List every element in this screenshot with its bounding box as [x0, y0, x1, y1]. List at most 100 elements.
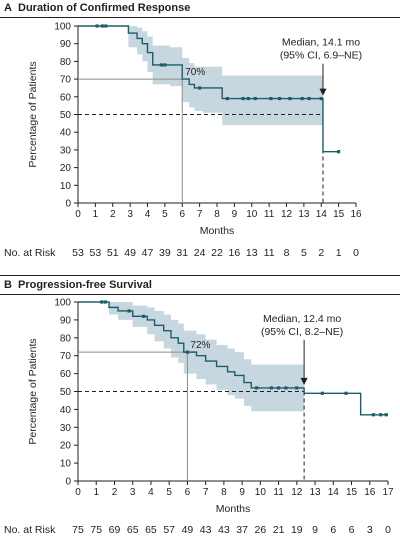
at-risk-value: 5: [301, 247, 307, 259]
median-arrow-head: [319, 88, 327, 96]
at-risk-value: 8: [284, 247, 290, 259]
y-axis-label: Percentage of Patients: [27, 338, 39, 444]
x-tick-label: 10: [246, 209, 258, 220]
at-risk-label: No. at Risk: [4, 247, 56, 259]
x-tick-label: 11: [264, 209, 275, 220]
y-tick-label: 20: [60, 163, 72, 174]
x-tick-label: 2: [112, 487, 118, 498]
panel-a-title: Duration of Confirmed Response: [18, 2, 191, 14]
censor-mark: [379, 413, 383, 417]
y-tick-label: 50: [60, 387, 72, 398]
x-tick-label: 7: [203, 487, 209, 498]
x-tick-label: 4: [145, 209, 151, 220]
censor-mark: [185, 350, 190, 354]
censor-mark: [371, 413, 376, 417]
x-tick-label: 15: [346, 487, 358, 498]
km-curve: [78, 301, 388, 416]
at-risk-value: 6: [349, 524, 355, 536]
landmark-label: 72%: [190, 340, 210, 351]
y-tick-label: 40: [60, 128, 72, 139]
y-tick-label: 100: [54, 22, 71, 33]
median-arrow-head: [300, 377, 308, 385]
censor-mark: [319, 96, 323, 101]
censor-mark: [100, 300, 104, 304]
censor-mark: [127, 309, 131, 313]
panel-b-title: Progression-free Survival: [18, 279, 152, 291]
at-risk-value: 2: [318, 247, 324, 259]
panel-a-letter: A: [4, 2, 12, 14]
at-risk-value: 49: [124, 247, 136, 259]
censor-mark: [277, 96, 282, 101]
censor-mark: [198, 86, 202, 90]
censor-mark: [163, 63, 167, 67]
y-tick-label: 60: [60, 92, 72, 103]
at-risk-value: 65: [127, 524, 139, 536]
censor-mark: [95, 24, 99, 28]
at-risk-value: 65: [145, 524, 157, 536]
x-axis-label: Months: [216, 503, 250, 515]
at-risk-value: 0: [385, 524, 391, 536]
at-risk-value: 47: [142, 247, 154, 259]
censor-mark: [276, 386, 281, 390]
at-risk-value: 13: [246, 247, 258, 259]
at-risk-value: 11: [264, 247, 275, 259]
x-tick-label: 6: [185, 487, 191, 498]
censor-mark: [225, 96, 230, 101]
x-tick-label: 12: [291, 487, 303, 498]
x-tick-label: 16: [364, 487, 376, 498]
y-tick-label: 20: [60, 441, 72, 452]
censor-mark: [246, 96, 250, 101]
y-tick-label: 70: [60, 75, 72, 86]
km-curve: [78, 25, 339, 153]
x-tick-label: 4: [148, 487, 154, 498]
at-risk-value: 49: [182, 524, 194, 536]
censor-mark: [103, 300, 107, 304]
y-tick-label: 70: [60, 351, 72, 362]
x-tick-label: 1: [93, 209, 99, 220]
y-tick-label: 50: [60, 110, 72, 121]
x-axis-label: Months: [200, 225, 234, 237]
y-tick-label: 10: [60, 459, 72, 470]
at-risk-value: 24: [194, 247, 206, 259]
censor-mark: [255, 386, 259, 390]
at-risk-value: 9: [312, 524, 318, 536]
at-risk-value: 0: [353, 247, 359, 259]
x-tick-label: 14: [316, 209, 328, 220]
median-label: Median, 12.4 mo: [263, 313, 341, 325]
y-tick-label: 10: [60, 181, 72, 192]
at-risk-value: 22: [211, 247, 223, 259]
at-risk-value: 43: [218, 524, 230, 536]
at-risk-value: 69: [109, 524, 121, 536]
censor-mark: [269, 386, 273, 390]
x-tick-label: 0: [75, 487, 81, 498]
x-tick-label: 2: [110, 209, 116, 220]
y-tick-label: 100: [54, 298, 71, 309]
x-tick-label: 6: [179, 209, 185, 220]
y-tick-label: 90: [60, 39, 72, 50]
at-risk-value: 51: [107, 247, 119, 259]
censor-mark: [295, 386, 299, 390]
x-tick-label: 16: [350, 209, 362, 220]
section-divider: [0, 275, 400, 276]
panel-b-letter: B: [4, 279, 12, 291]
at-risk-value: 31: [176, 247, 188, 259]
censor-mark: [288, 96, 292, 101]
y-tick-label: 60: [60, 369, 72, 380]
x-tick-label: 12: [281, 209, 293, 220]
censor-mark: [142, 314, 146, 318]
median-ci-label: (95% CI, 6.9–NE): [280, 50, 362, 62]
at-risk-label: No. at Risk: [4, 524, 56, 536]
at-risk-value: 26: [255, 524, 267, 536]
censor-mark: [104, 24, 108, 28]
censor-mark: [159, 63, 163, 67]
x-tick-label: 3: [130, 487, 136, 498]
at-risk-value: 37: [236, 524, 248, 536]
at-risk-value: 75: [72, 524, 84, 536]
censor-mark: [100, 24, 104, 28]
at-risk-value: 75: [90, 524, 102, 536]
x-tick-label: 11: [273, 487, 284, 498]
censor-mark: [284, 386, 288, 390]
panel-b-header: B Progression-free Survival: [0, 277, 400, 295]
x-tick-label: 8: [221, 487, 227, 498]
